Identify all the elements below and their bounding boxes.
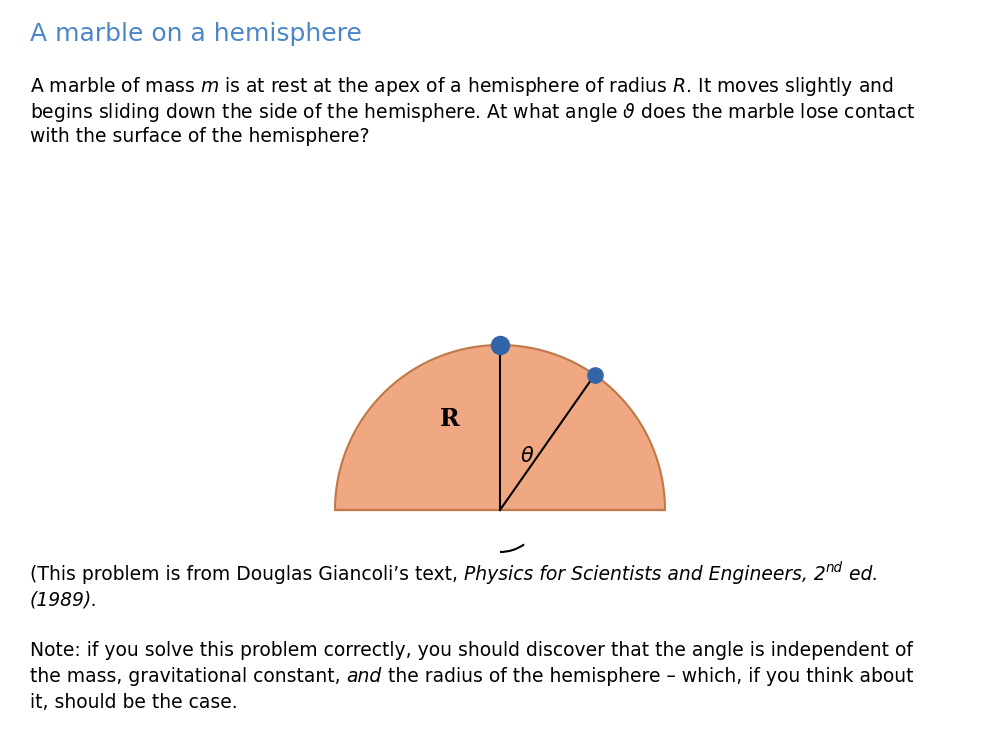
Text: Physics for Scientists and Engineers, 2: Physics for Scientists and Engineers, 2 (464, 565, 826, 584)
Text: $\theta$: $\theta$ (520, 446, 535, 466)
Polygon shape (335, 345, 665, 510)
Text: R: R (441, 407, 459, 431)
Text: nd: nd (826, 561, 842, 575)
Text: and: and (346, 667, 382, 686)
Text: (1989).: (1989). (30, 591, 98, 610)
Text: the mass, gravitational constant,: the mass, gravitational constant, (30, 667, 346, 686)
Text: A marble of mass $m$ is at rest at the apex of a hemisphere of radius $R$. It mo: A marble of mass $m$ is at rest at the a… (30, 75, 894, 98)
Text: it, should be the case.: it, should be the case. (30, 693, 238, 712)
Text: ed.: ed. (842, 565, 878, 584)
Text: the radius of the hemisphere – which, if you think about: the radius of the hemisphere – which, if… (382, 667, 914, 686)
Text: begins sliding down the side of the hemisphere. At what angle $\vartheta$ does t: begins sliding down the side of the hemi… (30, 101, 916, 124)
Text: A marble on a hemisphere: A marble on a hemisphere (30, 22, 362, 46)
Text: Note: if you solve this problem correctly, you should discover that the angle is: Note: if you solve this problem correctl… (30, 641, 913, 660)
Text: with the surface of the hemisphere?: with the surface of the hemisphere? (30, 127, 369, 146)
Text: (This problem is from Douglas Giancoli’s text,: (This problem is from Douglas Giancoli’s… (30, 565, 464, 584)
